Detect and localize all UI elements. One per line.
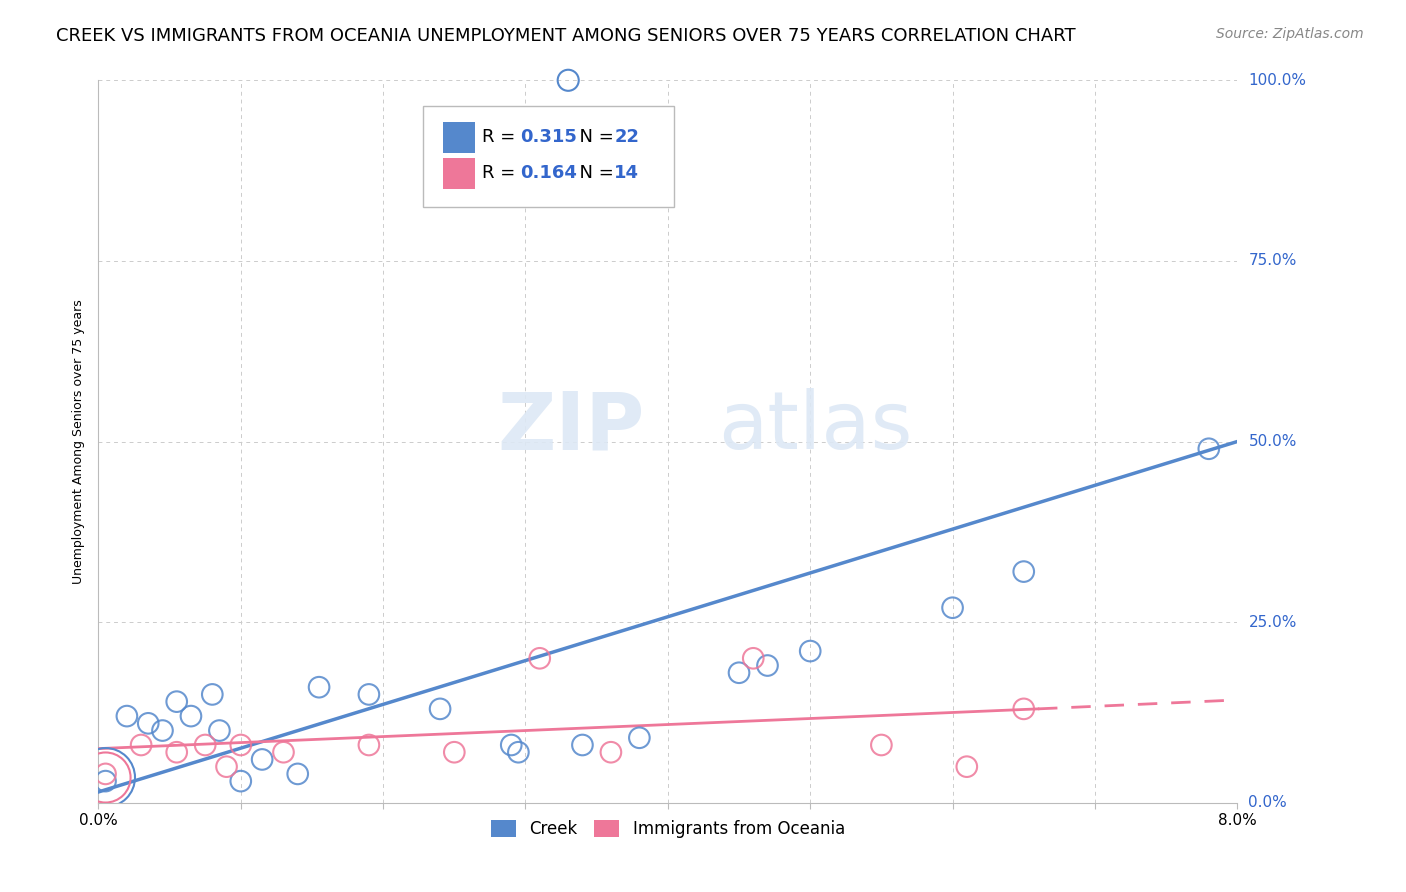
Point	[429, 702, 451, 716]
Text: atlas: atlas	[717, 388, 912, 467]
Point	[201, 687, 224, 701]
Text: R =: R =	[482, 164, 522, 182]
Point	[756, 658, 779, 673]
FancyBboxPatch shape	[423, 105, 673, 207]
Point	[870, 738, 893, 752]
Point	[94, 771, 117, 785]
Point	[1012, 702, 1035, 716]
Point	[194, 738, 217, 752]
Point	[571, 738, 593, 752]
Point	[557, 73, 579, 87]
Point	[357, 738, 380, 752]
Text: 50.0%: 50.0%	[1249, 434, 1296, 449]
Point	[94, 767, 117, 781]
Point	[250, 752, 273, 766]
Point	[357, 687, 380, 701]
Point	[956, 760, 979, 774]
FancyBboxPatch shape	[443, 122, 475, 153]
Point	[501, 738, 523, 752]
Point	[728, 665, 751, 680]
Point	[799, 644, 821, 658]
Point	[628, 731, 651, 745]
Point	[529, 651, 551, 665]
Legend: Creek, Immigrants from Oceania: Creek, Immigrants from Oceania	[484, 814, 852, 845]
Text: 25.0%: 25.0%	[1249, 615, 1296, 630]
Y-axis label: Unemployment Among Seniors over 75 years: Unemployment Among Seniors over 75 years	[72, 299, 86, 584]
Point	[942, 600, 965, 615]
Point	[94, 774, 117, 789]
Text: 0.164: 0.164	[520, 164, 576, 182]
Point	[1198, 442, 1220, 456]
FancyBboxPatch shape	[443, 158, 475, 189]
Text: 0.315: 0.315	[520, 128, 576, 146]
Text: N =: N =	[568, 128, 619, 146]
Text: N =: N =	[568, 164, 619, 182]
Point	[166, 695, 188, 709]
Text: R =: R =	[482, 128, 522, 146]
Point	[508, 745, 530, 759]
Point	[136, 716, 159, 731]
Point	[115, 709, 138, 723]
Point	[166, 745, 188, 759]
Point	[742, 651, 765, 665]
Text: 14: 14	[614, 164, 640, 182]
Point	[152, 723, 174, 738]
Point	[229, 774, 252, 789]
Text: Source: ZipAtlas.com: Source: ZipAtlas.com	[1216, 27, 1364, 41]
Text: 75.0%: 75.0%	[1249, 253, 1296, 268]
Point	[229, 738, 252, 752]
Point	[208, 723, 231, 738]
Point	[308, 680, 330, 694]
Text: 0.0%: 0.0%	[1249, 796, 1286, 810]
Text: 100.0%: 100.0%	[1249, 73, 1306, 87]
Text: CREEK VS IMMIGRANTS FROM OCEANIA UNEMPLOYMENT AMONG SENIORS OVER 75 YEARS CORREL: CREEK VS IMMIGRANTS FROM OCEANIA UNEMPLO…	[56, 27, 1076, 45]
Point	[94, 771, 117, 785]
Text: ZIP: ZIP	[498, 388, 644, 467]
Point	[287, 767, 309, 781]
Point	[273, 745, 295, 759]
Text: 22: 22	[614, 128, 640, 146]
Point	[1012, 565, 1035, 579]
Point	[180, 709, 202, 723]
Point	[443, 745, 465, 759]
Point	[215, 760, 238, 774]
Point	[600, 745, 623, 759]
Point	[129, 738, 152, 752]
